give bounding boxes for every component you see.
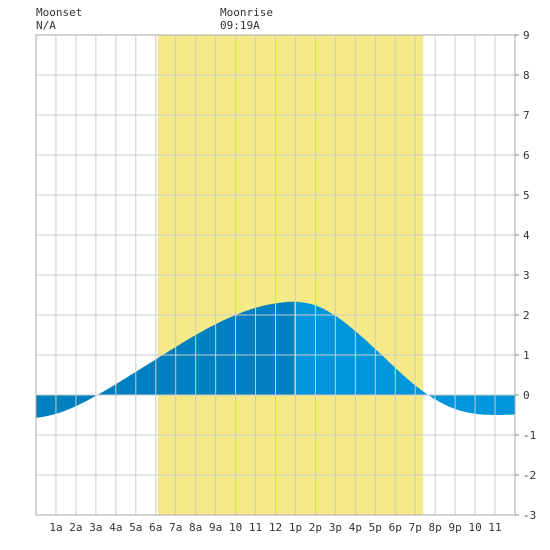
x-tick-label: 6p <box>389 521 402 534</box>
moonrise-time: 09:19A <box>220 19 260 32</box>
moonset-label: Moonset <box>36 6 83 19</box>
x-tick-label: 10 <box>468 521 481 534</box>
x-tick-label: 11 <box>249 521 262 534</box>
y-tick-label: 8 <box>523 69 530 82</box>
y-tick-label: 7 <box>523 109 530 122</box>
y-tick-label: 1 <box>523 349 530 362</box>
y-tick-label: 5 <box>523 189 530 202</box>
tide-area-rising <box>36 301 295 395</box>
x-tick-label: 5a <box>129 521 142 534</box>
x-tick-label: 7p <box>409 521 422 534</box>
y-tick-label: 6 <box>523 149 530 162</box>
x-tick-label: 10 <box>229 521 242 534</box>
y-tick-label: 9 <box>523 29 530 42</box>
x-tick-label: 9a <box>209 521 222 534</box>
x-tick-label: 9p <box>449 521 462 534</box>
x-tick-label: 11 <box>488 521 501 534</box>
moonset-time: N/A <box>36 19 56 32</box>
y-tick-label: 0 <box>523 389 530 402</box>
x-tick-label: 6a <box>149 521 162 534</box>
y-tick-label: 2 <box>523 309 530 322</box>
x-tick-label: 4a <box>109 521 122 534</box>
x-tick-label: 12 <box>269 521 282 534</box>
x-tick-label: 1a <box>49 521 62 534</box>
x-tick-label: 2p <box>309 521 322 534</box>
tide-area-below-rising <box>36 395 295 418</box>
y-tick-label: -1 <box>523 429 536 442</box>
x-tick-label: 5p <box>369 521 382 534</box>
x-tick-label: 4p <box>349 521 362 534</box>
x-tick-label: 2a <box>69 521 82 534</box>
y-tick-label: -2 <box>523 469 536 482</box>
y-tick-label: 3 <box>523 269 530 282</box>
x-tick-label: 1p <box>289 521 302 534</box>
x-tick-label: 8p <box>429 521 442 534</box>
x-tick-label: 8a <box>189 521 202 534</box>
moonrise-label: Moonrise <box>220 6 273 19</box>
tide-area-layer <box>36 301 515 418</box>
x-tick-label: 3p <box>329 521 342 534</box>
x-tick-label: 7a <box>169 521 182 534</box>
tide-area-below-falling <box>295 395 515 415</box>
tide-area-falling <box>295 301 515 395</box>
tick-label-layer: 1a 2a 3a 4a 5a 6a 7a 8a 9a 10 11 12 1p 2p 3p 4p 5p 6p 7p 8p… <box>49 29 536 534</box>
y-tick-label: 4 <box>523 229 530 242</box>
y-tick-label: -3 <box>523 509 536 522</box>
grid-layer <box>36 35 515 515</box>
x-tick-label: 3a <box>89 521 102 534</box>
